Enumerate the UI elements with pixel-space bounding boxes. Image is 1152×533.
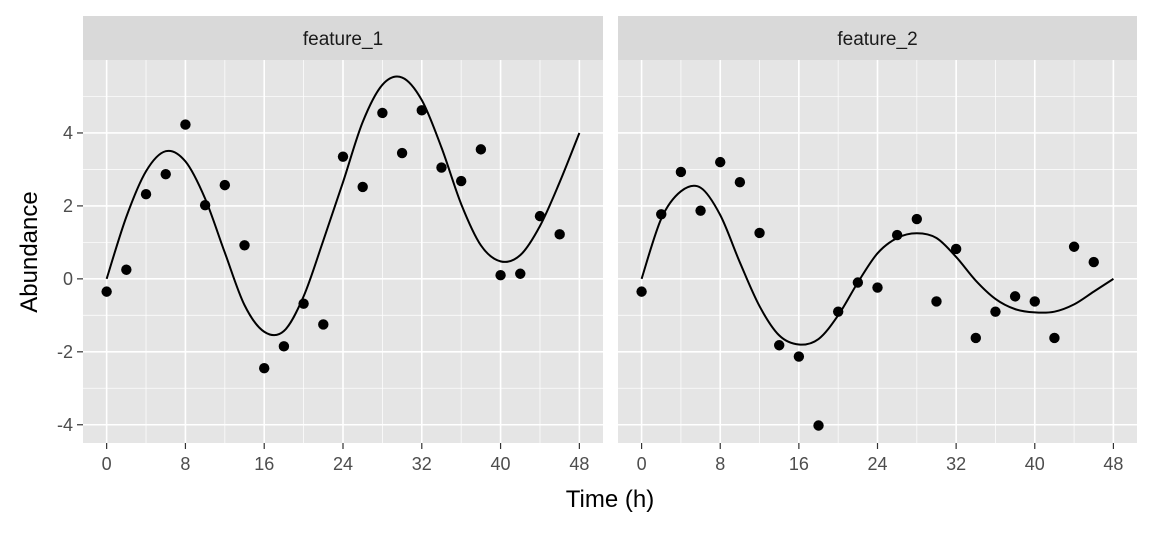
facet-strip-background xyxy=(618,16,1137,60)
data-point xyxy=(259,363,270,374)
data-point xyxy=(793,351,805,362)
data-point xyxy=(950,243,962,255)
data-point xyxy=(318,319,329,330)
data-point xyxy=(160,168,171,180)
fit-curve-line xyxy=(105,75,581,337)
data-point xyxy=(436,162,447,173)
data-point xyxy=(754,227,765,239)
facet-panel-feature_2: feature_2 0 8 16 24 32 40 48 xyxy=(618,16,1137,474)
x-tick-label: 0 xyxy=(102,454,112,474)
data-point xyxy=(931,296,942,307)
y-tick-label: 0 xyxy=(63,269,73,289)
data-point xyxy=(675,166,687,178)
data-point xyxy=(1029,296,1040,307)
data-point xyxy=(990,306,1001,317)
data-point xyxy=(911,213,923,225)
data-point xyxy=(554,229,565,240)
x-tick-label: 32 xyxy=(946,454,966,474)
data-point xyxy=(832,306,844,317)
data-point xyxy=(495,270,506,281)
x-tick-label: 8 xyxy=(180,454,190,474)
x-tick-label: 32 xyxy=(412,454,432,474)
data-point xyxy=(1068,241,1080,252)
data-point xyxy=(636,286,647,297)
y-axis-title: Abundance xyxy=(16,191,43,312)
data-point xyxy=(219,179,231,191)
data-point xyxy=(455,175,467,187)
data-point xyxy=(734,176,746,188)
data-point xyxy=(970,332,981,344)
x-axis-title: Time (h) xyxy=(566,486,654,513)
data-point xyxy=(298,298,309,309)
y-tick-label: 4 xyxy=(63,123,73,143)
data-point xyxy=(396,147,408,159)
x-tick-label: 40 xyxy=(491,454,511,474)
data-point xyxy=(774,340,785,351)
x-tick-label: 0 xyxy=(637,454,647,474)
facet-strip-label: feature_1 xyxy=(303,29,383,50)
y-tick-label: -4 xyxy=(57,415,73,435)
x-tick-label: 16 xyxy=(789,454,809,474)
x-tick-label: 48 xyxy=(569,454,589,474)
data-point xyxy=(121,264,132,275)
data-point xyxy=(475,144,487,155)
y-tick-label: -2 xyxy=(57,342,73,362)
data-point xyxy=(891,229,903,241)
data-point xyxy=(715,156,726,168)
y-tick-label: 2 xyxy=(63,196,73,216)
data-point xyxy=(377,107,388,119)
x-tick-label: 24 xyxy=(867,454,887,474)
x-tick-label: 16 xyxy=(254,454,274,474)
data-point xyxy=(199,199,211,211)
data-point xyxy=(695,205,706,216)
data-point xyxy=(1088,256,1099,268)
data-point xyxy=(1049,332,1060,344)
x-tick-label: 40 xyxy=(1025,454,1045,474)
data-point xyxy=(1009,291,1021,302)
facet-strip-label: feature_2 xyxy=(837,29,917,50)
data-point xyxy=(101,286,112,297)
data-point xyxy=(872,282,883,293)
fit-curve-line xyxy=(640,184,1114,346)
data-point xyxy=(515,268,526,279)
data-point xyxy=(337,151,349,162)
data-point xyxy=(180,119,191,130)
x-tick-label: 24 xyxy=(333,454,353,474)
data-point xyxy=(140,189,152,200)
data-point xyxy=(357,181,368,193)
data-point xyxy=(534,210,546,222)
data-point xyxy=(813,420,824,431)
data-point xyxy=(852,277,864,288)
data-point xyxy=(416,105,427,116)
facet-strip-background xyxy=(83,16,603,60)
data-point xyxy=(278,341,290,352)
data-point xyxy=(239,240,250,251)
x-tick-label: 48 xyxy=(1103,454,1123,474)
x-tick-label: 8 xyxy=(715,454,725,474)
data-point xyxy=(656,209,667,220)
